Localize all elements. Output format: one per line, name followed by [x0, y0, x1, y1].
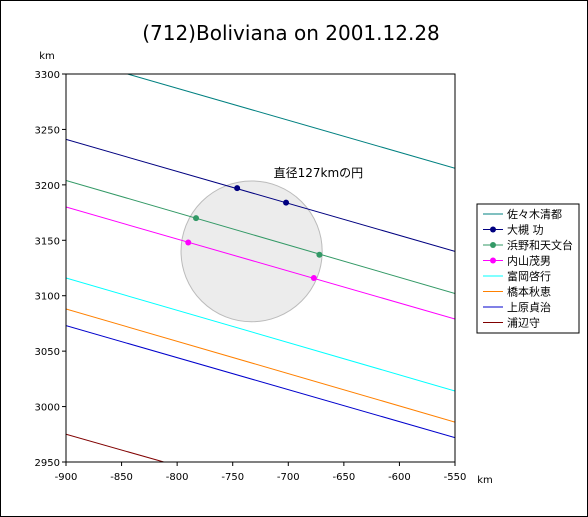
y-tick-label: 2950	[35, 458, 60, 469]
legend-marker-4	[490, 257, 496, 264]
chord-line-2	[66, 138, 455, 252]
chord-point-2-1	[234, 185, 241, 192]
x-tick-label: -700	[277, 472, 300, 483]
chord-point-4-2	[310, 274, 317, 281]
x-tick-label: -800	[166, 472, 189, 483]
chord-line-5	[66, 277, 455, 392]
x-tick-label: -650	[333, 472, 356, 483]
chord-line-8	[66, 433, 164, 462]
chord-point-2-2	[283, 199, 290, 206]
legend-label-3: 浜野和天文台	[507, 238, 573, 252]
chord-line-1	[125, 74, 455, 169]
plot-frame	[65, 73, 456, 463]
size-circle	[180, 180, 323, 323]
legend-box	[476, 203, 580, 334]
x-tick-label: -550	[444, 472, 467, 483]
legend-label-8: 浦辺守	[507, 316, 540, 330]
chord-point-4-1	[185, 239, 192, 246]
chord-line-6	[66, 308, 455, 423]
axes: -900 -850 -800 -750 -700 -650 -600 -550 2950 3000…	[35, 70, 467, 483]
x-axis-unit: km	[477, 475, 493, 486]
legend-label-4: 内山茂男	[507, 254, 551, 268]
legend-label-7: 上原貞治	[507, 300, 551, 314]
y-axis-unit: km	[39, 51, 55, 62]
x-tick-label: -850	[110, 472, 133, 483]
y-tick-label: 3100	[35, 292, 60, 303]
legend-label-5: 富岡啓行	[507, 269, 551, 283]
circle-label: 直径127kmの円	[274, 166, 364, 180]
chord-line-3	[66, 179, 455, 294]
x-tick-label: -900	[55, 472, 78, 483]
y-tick-label: 3050	[35, 347, 60, 358]
y-tick-label: 3300	[35, 70, 60, 81]
chord-point-3-1	[193, 215, 200, 222]
y-tick-label: 3250	[35, 125, 60, 136]
x-tick-label: -600	[388, 472, 411, 483]
legend-marker-2	[490, 226, 496, 233]
chord-point-3-2	[316, 251, 323, 258]
chart-title: (712)Boliviana on 2001.12.28	[142, 21, 440, 45]
y-tick-label: 3000	[35, 403, 60, 414]
legend-marker-3	[490, 242, 496, 248]
legend-label-1: 佐々木清都	[507, 207, 562, 221]
y-tick-label: 3150	[35, 236, 60, 247]
y-tick-label: 3200	[35, 181, 60, 192]
chord-line-4	[66, 206, 455, 320]
legend-label-2: 大槻 功	[507, 223, 544, 237]
plot-content	[66, 74, 455, 462]
x-tick-label: -750	[221, 472, 244, 483]
chord-line-7	[66, 325, 455, 439]
legend-label-6: 橋本秋恵	[507, 285, 551, 299]
